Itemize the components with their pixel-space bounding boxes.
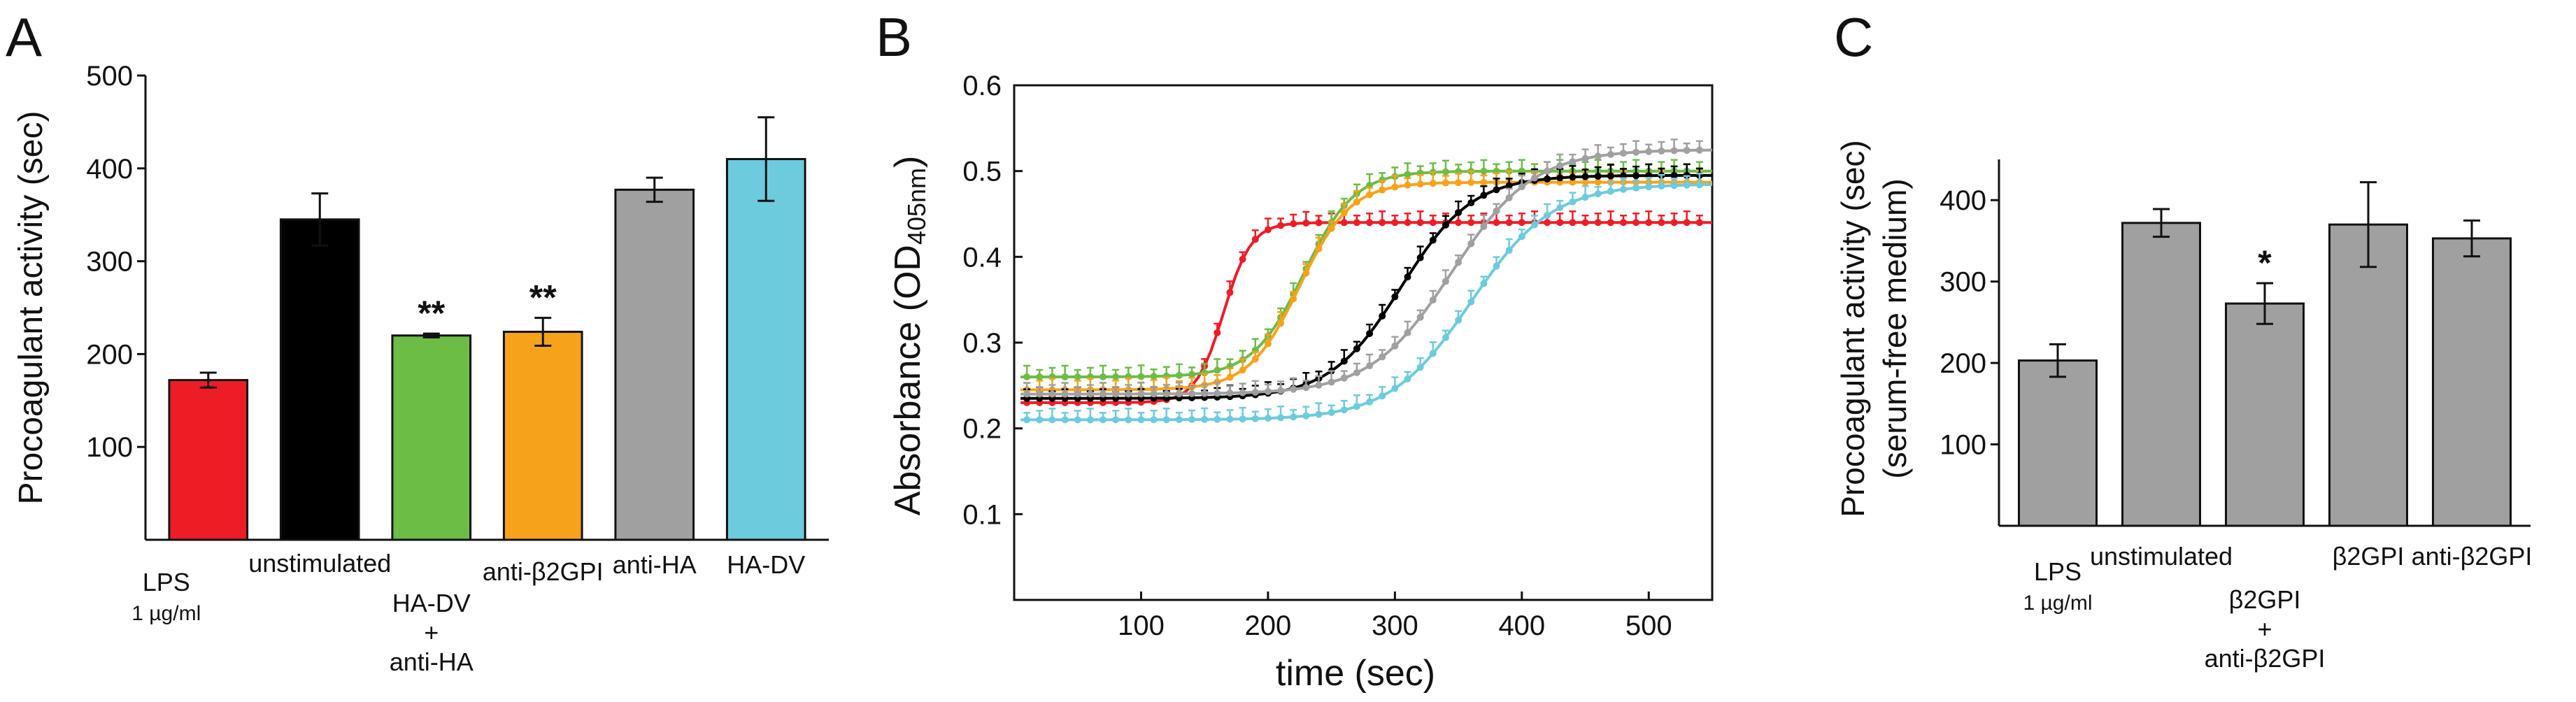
panel-b-line-chart: Absorbance (OD405nm) time (sec) 100 200 30…	[888, 71, 1714, 694]
panel-c-bar	[2225, 302, 2305, 527]
panel-b-y-tick-label: 0.6	[962, 71, 1002, 101]
panel-a-y-tick-label: 400	[86, 154, 133, 185]
panel-a-bar	[391, 334, 472, 541]
panel-a-y-tick-label: 300	[86, 247, 133, 278]
panel-b-y-axis-label: Absorbance (OD405nm)	[888, 156, 931, 516]
panel-a-y-tick-label: 100	[86, 432, 133, 463]
panel-c-y-axis-label-2: (serum-free medium)	[1877, 178, 1913, 478]
panel-c-bar	[2121, 222, 2201, 527]
panel-a-y-tick-label: 500	[86, 61, 133, 92]
panel-c-category-label: unstimulated	[2090, 542, 2233, 571]
panel-b-x-tick-label: 200	[1245, 610, 1292, 641]
panel-a-category-label: unstimulated	[248, 549, 391, 578]
panel-c-category-label: 1 µg/ml	[2023, 592, 2093, 615]
panel-c-category-label: LPS	[2034, 557, 2082, 586]
panel-a-bar	[168, 379, 249, 541]
panel-label-c: C	[1834, 6, 1873, 68]
panel-a-category-label: LPS	[143, 568, 190, 596]
panel-a-category-label: anti-HA	[390, 647, 474, 676]
panel-c-category-label: β2GPI	[2333, 542, 2405, 571]
panel-a-bar-chart: Procoagulant activity (sec) 100 200 300 400…	[13, 61, 829, 676]
panel-b-x-tick-label: 500	[1625, 610, 1672, 641]
panel-a-category-label: anti-β2GPI	[483, 557, 604, 586]
panel-c-bar	[2018, 359, 2098, 527]
panel-a-y-tick-label: 200	[86, 339, 133, 370]
panel-b-x-axis-label: time (sec)	[1276, 653, 1435, 694]
panel-a-significance-marker: **	[529, 278, 557, 317]
panel-c-category-label: +	[2257, 615, 2272, 643]
panel-b-data-point	[1581, 173, 1589, 180]
panel-a-bar	[502, 331, 583, 541]
panel-a-significance-marker: **	[418, 294, 445, 333]
panel-c-y-tick-label: 300	[1940, 267, 1986, 298]
panel-b-y-tick-label: 0.5	[962, 157, 1002, 187]
panel-c-category-label: anti-β2GPI	[2205, 644, 2326, 673]
panel-c-category-label: anti-β2GPI	[2412, 542, 2533, 571]
panel-b-data-point	[1544, 175, 1551, 182]
panel-b-y-tick-label: 0.2	[962, 414, 1002, 445]
panel-a-bar	[725, 158, 806, 541]
panel-c-category-label: β2GPI	[2229, 585, 2301, 614]
panel-a-bar	[614, 188, 695, 541]
panel-c-significance-marker: *	[2258, 243, 2272, 282]
panel-c-y-tick-label: 200	[1940, 348, 1986, 379]
panel-a-category-label: +	[424, 618, 439, 647]
panel-c-bar-chart: Procoagulant activity (sec) (serum-free …	[1835, 140, 2532, 673]
panel-b-y-tick-label: 0.1	[962, 499, 1002, 530]
panel-a-category-label: anti-HA	[613, 550, 697, 579]
panel-c-bar	[2328, 223, 2408, 527]
panel-c-y-axis-label: Procoagulant activity (sec)	[1835, 140, 1871, 517]
panel-b-y-tick-label: 0.3	[962, 328, 1002, 359]
panel-label-b: B	[876, 6, 912, 68]
panel-b-series-line	[1020, 169, 1712, 379]
panel-b-x-tick-label: 300	[1372, 610, 1418, 641]
panel-a-bar	[279, 218, 360, 541]
panel-a-y-axis-label: Procoagulant activity (sec)	[13, 111, 50, 505]
panel-a-category-label: HA-DV	[727, 550, 805, 579]
panel-c-bar	[2432, 237, 2512, 527]
panel-c-y-tick-label: 400	[1940, 185, 1986, 216]
panel-label-a: A	[6, 6, 42, 68]
panel-b-data-point	[1607, 172, 1614, 180]
panel-b-y-tick-label: 0.4	[962, 242, 1002, 273]
panel-b-x-tick-label: 400	[1498, 610, 1545, 641]
panel-b-x-tick-label: 100	[1118, 610, 1165, 641]
panel-a-category-label: 1 µg/ml	[131, 602, 201, 625]
panel-a-category-label: HA-DV	[392, 589, 471, 617]
panel-c-y-tick-label: 100	[1940, 430, 1986, 461]
